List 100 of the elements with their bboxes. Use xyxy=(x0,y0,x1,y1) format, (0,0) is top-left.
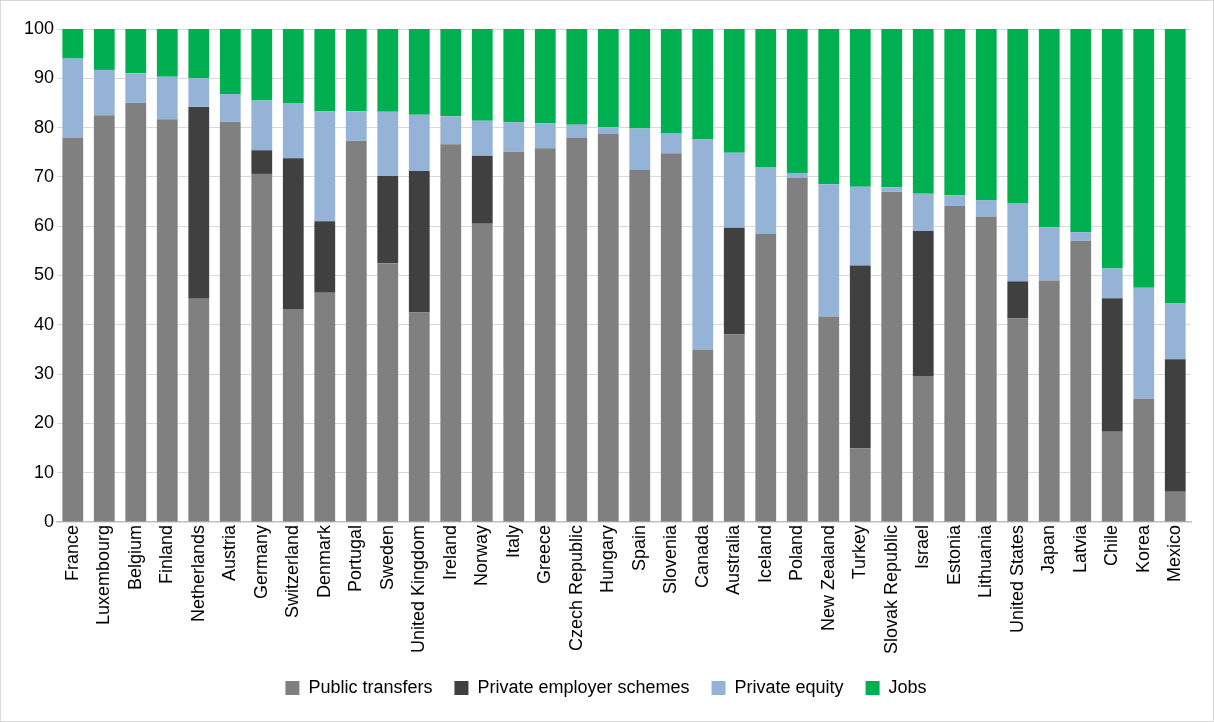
bar xyxy=(881,29,903,188)
bar xyxy=(93,115,115,522)
x-tick-label: Sweden xyxy=(376,524,397,590)
bar xyxy=(534,29,556,124)
bar xyxy=(471,223,493,522)
bar xyxy=(1133,29,1155,288)
bar xyxy=(188,29,210,79)
bar xyxy=(629,169,651,522)
bar xyxy=(692,139,714,350)
bar xyxy=(156,119,178,522)
legend-label: Private equity xyxy=(734,676,844,697)
bar xyxy=(408,29,430,115)
bar xyxy=(597,127,619,134)
bar xyxy=(755,234,777,522)
bar xyxy=(849,448,871,522)
bar xyxy=(408,170,430,313)
x-tick-label: Luxembourg xyxy=(93,524,114,626)
x-tick-label: Hungary xyxy=(597,524,618,593)
bar xyxy=(786,172,808,178)
x-tick-label: Greece xyxy=(534,524,555,584)
bar xyxy=(975,200,997,217)
bar xyxy=(1070,232,1092,241)
x-tick-label: Poland xyxy=(786,524,807,581)
x-tick-label: United Kingdom xyxy=(408,524,429,654)
x-tick-label: Spain xyxy=(628,524,649,571)
bar xyxy=(1038,29,1060,228)
bar xyxy=(692,349,714,522)
bar xyxy=(786,29,808,173)
bar xyxy=(881,187,903,192)
bar xyxy=(818,316,840,522)
bar xyxy=(251,100,273,151)
bar xyxy=(597,134,619,522)
y-tick-label: 100 xyxy=(23,17,55,38)
bar xyxy=(93,29,115,70)
bar xyxy=(1007,318,1029,522)
bar xyxy=(660,153,682,522)
y-tick-label: 90 xyxy=(34,67,55,88)
bar xyxy=(314,292,336,522)
bar xyxy=(755,29,777,168)
bar xyxy=(345,29,367,112)
bar xyxy=(1007,29,1029,204)
x-tick-label: France xyxy=(61,524,82,581)
bar xyxy=(1164,29,1186,304)
bar xyxy=(503,151,525,522)
bar xyxy=(408,114,430,171)
bar xyxy=(723,334,745,522)
bar xyxy=(408,312,430,522)
bar xyxy=(912,376,934,522)
bar xyxy=(471,29,493,121)
bar xyxy=(1101,268,1123,299)
bar xyxy=(377,111,399,176)
bar xyxy=(1164,359,1186,492)
x-tick-label: Germany xyxy=(250,524,271,599)
bar xyxy=(534,148,556,522)
x-tick-label: Japan xyxy=(1038,524,1059,574)
bar xyxy=(944,205,966,522)
x-tick-label: Slovak Republic xyxy=(880,524,901,655)
bar xyxy=(219,121,241,522)
x-tick-label: Italy xyxy=(502,524,523,558)
bar xyxy=(219,94,241,122)
bar xyxy=(975,216,997,522)
x-tick-label: Czech Republic xyxy=(565,524,586,651)
bar xyxy=(251,150,273,174)
bar xyxy=(440,29,462,117)
bar xyxy=(503,122,525,152)
x-tick-label: Israel xyxy=(912,524,933,569)
bar xyxy=(881,191,903,522)
x-tick-label: Denmark xyxy=(313,523,334,598)
bar xyxy=(282,29,304,103)
bar xyxy=(188,78,210,107)
bar xyxy=(629,29,651,129)
x-tick-label: Belgium xyxy=(124,524,145,590)
bar xyxy=(566,29,588,125)
bar xyxy=(62,58,84,138)
bar xyxy=(1133,398,1155,522)
bar xyxy=(660,133,682,154)
bar xyxy=(377,29,399,112)
bar xyxy=(534,123,556,149)
x-tick-label: Austria xyxy=(219,523,240,581)
bar xyxy=(125,29,147,74)
bar xyxy=(912,231,934,377)
bar xyxy=(440,116,462,145)
y-tick-label: 10 xyxy=(34,461,55,482)
bar xyxy=(93,69,115,116)
bar xyxy=(1070,240,1092,522)
y-tick-label: 60 xyxy=(34,215,55,236)
y-tick-label: 20 xyxy=(34,412,55,433)
y-tick-label: 30 xyxy=(34,363,55,384)
bar xyxy=(1101,431,1123,522)
bar xyxy=(345,111,367,141)
y-tick-label: 70 xyxy=(34,165,55,186)
bar xyxy=(471,120,493,156)
bar xyxy=(849,29,871,187)
bar xyxy=(314,111,336,222)
bar xyxy=(1038,280,1060,522)
legend-label: Jobs xyxy=(888,676,927,697)
bar xyxy=(156,29,178,77)
legend-label: Public transfers xyxy=(308,676,433,697)
bar xyxy=(125,102,147,522)
x-tick-label: Portugal xyxy=(345,524,366,592)
